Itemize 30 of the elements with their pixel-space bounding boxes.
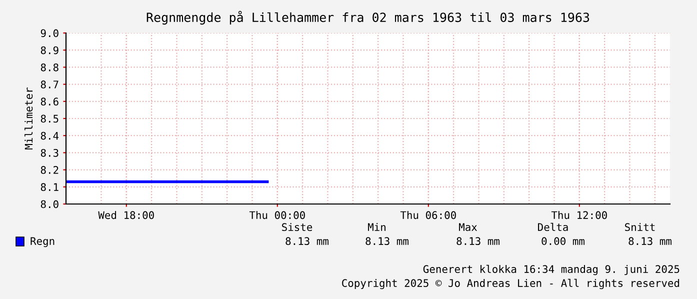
y-tick-label: 8.1 — [40, 183, 58, 192]
text: 8.13 mm — [456, 237, 500, 246]
text: Delta — [538, 222, 568, 232]
text: 8.13 mm — [366, 237, 408, 246]
text: 8.13 mm — [628, 237, 672, 246]
text: Copyright 2025 © Jo Andreas Lien - All rights reserved — [342, 278, 680, 290]
text: Min — [368, 222, 386, 231]
y-tick-label: 8.8 — [40, 63, 58, 72]
text: Siste — [282, 222, 312, 232]
y-tick-label: 8.9 — [40, 46, 58, 54]
text: Max — [459, 223, 478, 232]
y-tick-label: 9.0 — [40, 29, 58, 38]
chart-title: Regnmengde på Lillehammer fra 02 mars 1963 til 03 mars 1963 — [146, 10, 590, 25]
legend-label: Regn — [30, 237, 54, 248]
text: 8.13 mm — [286, 237, 328, 246]
x-tick-label: Thu 00:00 — [249, 211, 305, 220]
x-tick-label: Thu 06:00 — [400, 211, 456, 220]
x-tick-label: Wed 18:00 — [98, 211, 154, 220]
text: Generert klokka 16:34 mandag 9. juni 2025 — [423, 264, 680, 276]
text: Snitt — [625, 222, 655, 232]
y-axis-title: Millimeter — [24, 88, 33, 150]
text: 0.00 mm — [542, 237, 584, 246]
y-tick-label: 8.6 — [40, 98, 58, 106]
y-tick-label: 8.4 — [40, 132, 59, 140]
x-tick-label: Thu 12:00 — [551, 211, 607, 220]
y-tick-label: 8.5 — [40, 114, 58, 123]
y-tick-label: 8.3 — [40, 148, 58, 157]
y-tick-label: 8.7 — [40, 80, 58, 88]
y-tick-label: 8.2 — [40, 166, 58, 174]
y-tick-label: 8.0 — [40, 200, 58, 208]
